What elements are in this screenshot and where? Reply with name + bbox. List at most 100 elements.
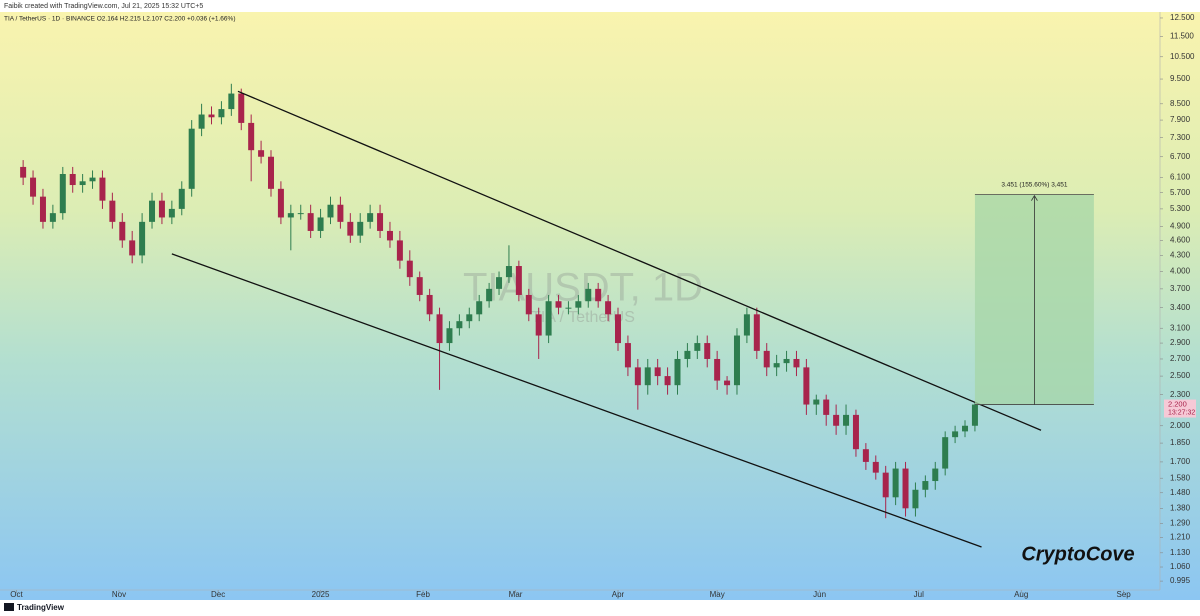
y-tick-label: 9.500	[1170, 74, 1191, 83]
y-tick-label: 2.700	[1170, 354, 1191, 363]
candle-body	[158, 200, 165, 218]
candle-body	[535, 314, 542, 336]
candle-body	[416, 277, 423, 295]
candle-body	[555, 301, 562, 308]
candle-body	[624, 343, 631, 368]
candle-body	[307, 213, 314, 231]
candle-body	[357, 221, 364, 236]
brand: TradingView	[17, 603, 65, 612]
y-tick-label: 3.700	[1170, 284, 1191, 293]
trendline	[171, 253, 982, 548]
signature: CryptoCove	[1021, 543, 1134, 565]
candle-body	[932, 468, 939, 482]
y-tick-label: 2.000	[1170, 421, 1191, 430]
candle-body	[565, 307, 572, 309]
x-tick-label: Mar	[509, 590, 523, 599]
candle-body	[248, 122, 255, 151]
candle-body	[327, 204, 334, 218]
candle-body	[575, 301, 582, 308]
candle-body	[753, 314, 760, 351]
projection-label: 3.451 (155.60%) 3,451	[1001, 181, 1068, 188]
y-tick-label: 4.600	[1170, 236, 1191, 245]
candle-body	[971, 404, 978, 426]
candle-body	[813, 399, 820, 405]
candle-body	[79, 181, 86, 186]
candle-body	[69, 173, 76, 186]
candle-body	[634, 367, 641, 386]
candle-body	[872, 461, 879, 473]
brand-logo	[4, 603, 14, 611]
candle-body	[892, 468, 899, 498]
candle-body	[664, 376, 671, 386]
candle-body	[466, 314, 473, 322]
y-tick-label: 1.480	[1170, 488, 1191, 497]
candle-body	[347, 221, 354, 236]
candle-body	[337, 204, 344, 222]
candle-body	[942, 437, 949, 469]
header-bar	[0, 0, 1200, 12]
candle-body	[258, 150, 265, 157]
candle-body	[178, 188, 185, 209]
countdown: 13:27:32	[1168, 409, 1195, 416]
y-tick-label: 4.300	[1170, 251, 1191, 260]
symbol-line: TIA / TetherUS · 1D · BINANCE O2.164 H2.…	[4, 16, 235, 23]
candle-body	[912, 489, 919, 509]
candle-body	[743, 314, 750, 336]
candle-body	[139, 221, 146, 256]
candle-body	[684, 350, 691, 359]
x-tick-label: Feb	[416, 590, 430, 599]
x-tick-label: Jul	[914, 590, 924, 599]
candle-body	[962, 425, 969, 432]
y-tick-label: 1.700	[1170, 457, 1191, 466]
candle-body	[436, 314, 443, 344]
y-tick-label: 6.700	[1170, 152, 1191, 161]
x-tick-label: 2025	[312, 590, 330, 599]
y-tick-label: 1.380	[1170, 503, 1191, 512]
y-tick-label: 1.290	[1170, 518, 1191, 527]
candle-body	[922, 481, 929, 490]
candle-body	[773, 363, 780, 368]
candle-body	[704, 343, 711, 359]
x-tick-label: Aug	[1014, 590, 1028, 599]
candle-body	[228, 93, 235, 110]
candle-body	[615, 314, 622, 344]
candle-body	[486, 288, 493, 302]
watermark: TIAUSDT, 1D	[463, 266, 703, 310]
y-tick-label: 3.100	[1170, 323, 1191, 332]
candle-body	[605, 301, 612, 315]
x-tick-label: Oct	[10, 590, 23, 599]
candle-body	[476, 301, 483, 315]
candle-body	[882, 472, 889, 498]
candle-body	[109, 200, 116, 222]
y-tick-label: 7.900	[1170, 115, 1191, 124]
candle-body	[674, 358, 681, 386]
trendline	[237, 90, 1042, 431]
candle-body	[515, 266, 522, 295]
candle-body	[59, 173, 66, 214]
candle-body	[119, 221, 126, 241]
candle-body	[902, 468, 909, 509]
candle-body	[168, 208, 175, 218]
candle-body	[20, 166, 27, 178]
candle-body	[763, 350, 770, 368]
candle-body	[99, 177, 106, 201]
candle-body	[852, 414, 859, 450]
candle-body	[30, 177, 37, 197]
candle-body	[188, 128, 195, 189]
candle-body	[287, 213, 294, 218]
candle-body	[406, 260, 413, 278]
y-tick-label: 1.210	[1170, 533, 1191, 542]
x-tick-label: Apr	[612, 590, 625, 599]
y-tick-label: 3.400	[1170, 303, 1191, 312]
candle-body	[456, 321, 463, 329]
candle-body	[724, 380, 731, 386]
x-tick-label: Jun	[813, 590, 826, 599]
candle-body	[267, 156, 274, 189]
candle-body	[446, 328, 453, 344]
candle-body	[39, 196, 46, 222]
candle-body	[386, 230, 393, 241]
arrow-head	[1031, 194, 1038, 201]
candle-body	[823, 399, 830, 415]
y-tick-label: 0.995	[1170, 576, 1191, 585]
